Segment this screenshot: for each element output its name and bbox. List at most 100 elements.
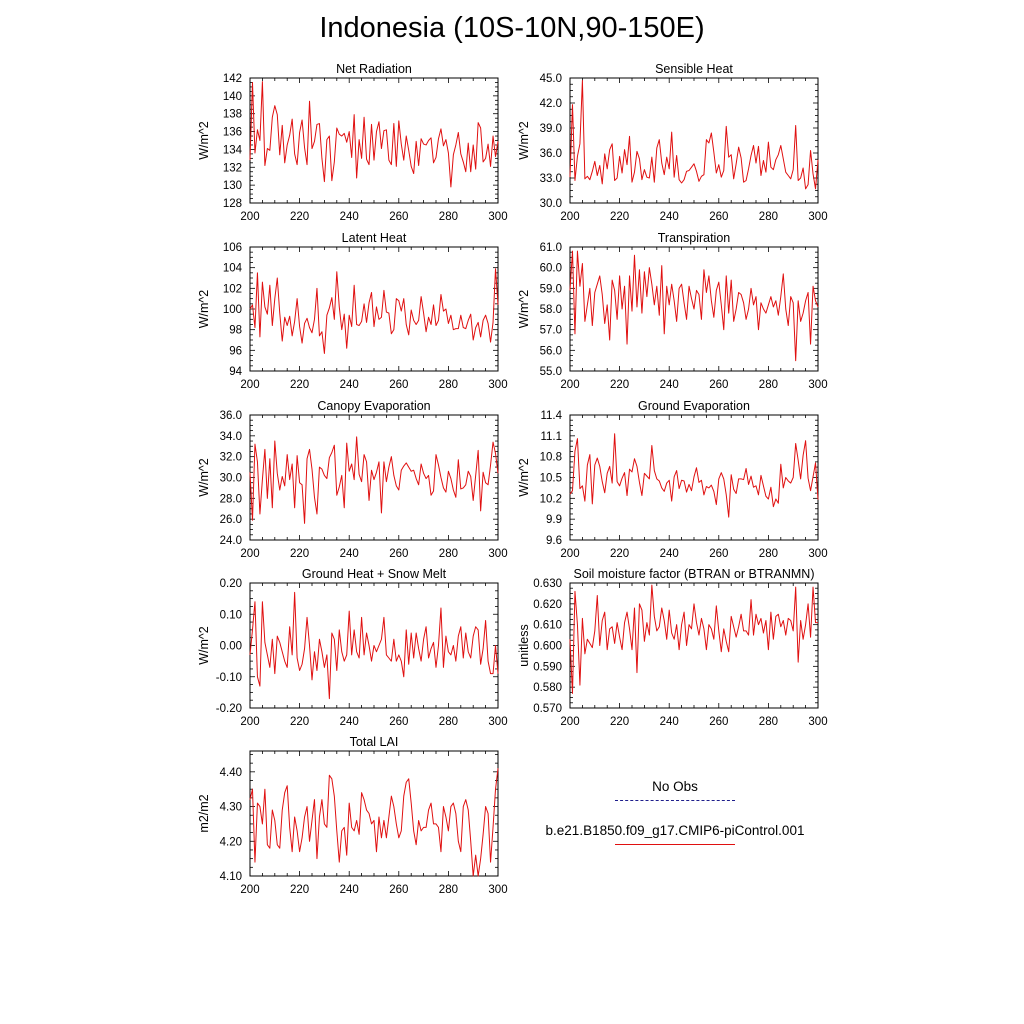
x-tick-label: 280 <box>439 211 458 223</box>
panel-canopy-evaporation: Canopy Evaporation W/m^2 200 220 240 260 280 30… <box>197 399 508 560</box>
series-line <box>249 436 499 524</box>
x-tick-label: 300 <box>808 379 827 391</box>
x-tick-label: 220 <box>610 548 629 560</box>
x-tick-label: 240 <box>340 548 359 560</box>
y-axis-label: unitless <box>517 624 531 666</box>
y-tick-label: 24.0 <box>220 535 242 547</box>
y-tick-label: 10.8 <box>540 452 562 464</box>
x-tick-label: 300 <box>488 379 507 391</box>
x-tick-label: 220 <box>290 379 309 391</box>
y-tick-label: 0.20 <box>220 578 242 590</box>
x-tick-label: 280 <box>759 211 778 223</box>
y-tick-label: 0.570 <box>533 703 562 715</box>
x-tick-label: 240 <box>340 884 359 896</box>
y-tick-label: 136 <box>223 127 242 139</box>
panel-title: Soil moisture factor (BTRAN or BTRANMN) <box>573 567 814 581</box>
x-tick-label: 300 <box>808 211 827 223</box>
x-tick-label: 260 <box>389 884 408 896</box>
y-tick-label: 130 <box>223 180 242 192</box>
series-line <box>249 268 499 354</box>
y-tick-label: 4.20 <box>220 836 242 848</box>
series-line <box>569 80 819 190</box>
y-tick-label: 0.580 <box>533 682 562 694</box>
panel-sensible-heat: Sensible Heat W/m^2 200 220 240 260 280 300 30.0… <box>517 62 828 223</box>
x-tick-label: 200 <box>240 211 259 223</box>
plot-frame <box>249 77 499 204</box>
x-tick-label: 220 <box>610 379 629 391</box>
series-line <box>569 584 818 694</box>
panel-title: Ground Heat + Snow Melt <box>302 567 447 581</box>
panel-title: Ground Evaporation <box>638 399 750 413</box>
y-tick-label: 0.10 <box>220 609 242 621</box>
x-tick-label: 220 <box>290 884 309 896</box>
y-tick-label: 11.1 <box>540 431 562 443</box>
x-tick-label: 240 <box>660 379 679 391</box>
y-tick-label: 0.620 <box>533 599 562 611</box>
x-tick-label: 300 <box>488 211 507 223</box>
y-tick-label: 33.0 <box>540 173 562 185</box>
y-axis-label: W/m^2 <box>197 290 211 329</box>
y-tick-label: 94 <box>229 366 242 378</box>
panel-ground-evaporation: Ground Evaporation W/m^2 200 220 240 260 280 30… <box>517 399 828 560</box>
x-tick-label: 260 <box>709 548 728 560</box>
x-tick-label: 220 <box>290 211 309 223</box>
y-tick-label: 30.0 <box>540 198 562 210</box>
y-tick-label: 57.0 <box>540 325 562 337</box>
y-tick-label: 36.0 <box>540 148 562 160</box>
legend-label-model: b.e21.B1850.f09_g17.CMIP6-piControl.001 <box>545 823 805 838</box>
panel-total-lai: Total LAI m2/m2 200 220 240 260 280 300 4.10 4.20… <box>197 735 508 896</box>
legend-swatch-dashed <box>615 800 735 801</box>
y-tick-label: 56.0 <box>540 345 562 357</box>
y-tick-label: 60.0 <box>540 263 562 275</box>
x-tick-label: 200 <box>560 379 579 391</box>
series-line <box>249 591 499 700</box>
legend: No Obs b.e21.B1850.f09_g17.CMIP6-piContr… <box>520 778 830 866</box>
y-tick-label: 96 <box>229 345 242 357</box>
y-tick-label: 4.10 <box>220 871 242 883</box>
y-tick-label: 42.0 <box>540 98 562 110</box>
y-tick-label: 104 <box>223 263 243 275</box>
panel-title: Sensible Heat <box>655 62 733 76</box>
x-tick-label: 240 <box>340 379 359 391</box>
x-tick-label: 300 <box>488 716 507 728</box>
y-tick-label: 4.40 <box>220 767 242 779</box>
y-tick-label: 0.630 <box>533 578 562 590</box>
y-tick-label: 55.0 <box>540 366 562 378</box>
y-tick-label: 45.0 <box>540 73 562 85</box>
x-tick-label: 240 <box>660 548 679 560</box>
x-tick-label: 300 <box>808 716 827 728</box>
legend-swatch-solid <box>615 844 735 845</box>
panel-title: Net Radiation <box>336 62 412 76</box>
x-tick-label: 220 <box>290 548 309 560</box>
panel-net-radiation: Net Radiation W/m^2 200 220 240 260 280 300 128 1… <box>197 62 508 223</box>
y-axis-label: m2/m2 <box>197 794 211 832</box>
y-tick-label: 59.0 <box>540 283 562 295</box>
y-tick-label: 128 <box>223 198 242 210</box>
y-tick-label: 32.0 <box>220 452 242 464</box>
panel-title: Total LAI <box>350 735 399 749</box>
y-tick-label: 28.0 <box>220 493 242 505</box>
x-tick-label: 240 <box>340 211 359 223</box>
x-tick-label: 280 <box>439 716 458 728</box>
x-tick-label: 240 <box>660 211 679 223</box>
y-tick-label: 58.0 <box>540 304 562 316</box>
series-line <box>249 768 499 877</box>
page-title: Indonesia (10S-10N,90-150E) <box>319 12 705 44</box>
x-tick-label: 200 <box>560 548 579 560</box>
y-tick-label: 11.4 <box>540 410 562 422</box>
y-tick-label: 9.6 <box>546 535 562 547</box>
y-axis-label: W/m^2 <box>197 626 211 665</box>
panel-latent-heat: Latent Heat W/m^2 200 220 240 260 280 300 94 96 98… <box>197 231 508 391</box>
y-tick-label: -0.20 <box>216 703 242 715</box>
legend-entry-model: b.e21.B1850.f09_g17.CMIP6-piControl.001 <box>520 822 830 866</box>
x-tick-label: 280 <box>759 548 778 560</box>
y-tick-label: 0.590 <box>533 661 562 673</box>
legend-entry-no-obs: No Obs <box>520 778 830 822</box>
plot-frame <box>249 750 499 877</box>
y-tick-label: 39.0 <box>540 123 562 135</box>
plot-frame <box>249 414 499 541</box>
y-tick-label: 30.0 <box>220 473 242 485</box>
x-tick-label: 260 <box>389 379 408 391</box>
y-axis-label: W/m^2 <box>197 121 211 160</box>
